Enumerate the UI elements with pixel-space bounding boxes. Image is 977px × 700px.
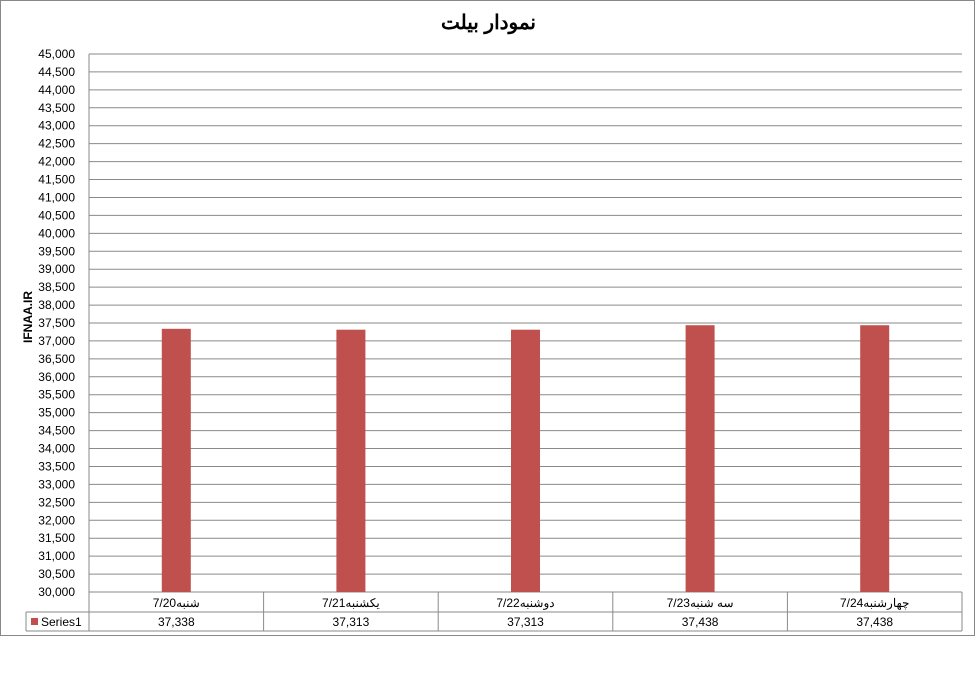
bar — [860, 325, 890, 592]
data-label: 37,438 — [856, 615, 893, 629]
data-label: 37,338 — [158, 615, 195, 629]
y-tick-label: 33,000 — [38, 477, 75, 491]
y-tick-label: 42,500 — [38, 137, 75, 151]
y-tick-label: 38,500 — [38, 280, 75, 294]
y-tick-label: 38,000 — [38, 298, 75, 312]
chart-title: نمودار بیلت — [441, 12, 536, 34]
x-tick-label: 7/23سه شنبه — [667, 596, 734, 610]
y-tick-label: 44,000 — [38, 83, 75, 97]
y-tick-label: 39,500 — [38, 244, 75, 258]
y-tick-label: 40,000 — [38, 226, 75, 240]
y-tick-label: 30,000 — [38, 585, 75, 599]
y-tick-label: 34,500 — [38, 424, 75, 438]
x-tick-label: 7/22دوشنبه — [496, 596, 554, 610]
data-label: 37,438 — [682, 615, 719, 629]
y-tick-label: 42,000 — [38, 155, 75, 169]
y-tick-label: 37,000 — [38, 334, 75, 348]
y-tick-label: 36,500 — [38, 352, 75, 366]
x-tick-label: 7/24چهارشنبه — [840, 596, 910, 610]
y-tick-label: 36,000 — [38, 370, 75, 384]
chart-frame — [0, 0, 975, 636]
data-label: 37,313 — [507, 615, 544, 629]
y-tick-label: 33,500 — [38, 459, 75, 473]
data-label: 37,313 — [333, 615, 370, 629]
y-tick-label: 39,000 — [38, 262, 75, 276]
bar — [511, 329, 540, 592]
y-tick-label: 35,000 — [38, 406, 75, 420]
y-tick-label: 41,000 — [38, 190, 75, 204]
bar — [685, 325, 715, 592]
y-tick-label: 43,000 — [38, 119, 75, 133]
bar — [161, 328, 191, 592]
x-tick-label: 7/20شنبه — [153, 596, 200, 610]
y-tick-label: 31,000 — [38, 549, 75, 563]
y-tick-label: 32,000 — [38, 513, 75, 527]
y-tick-label: 43,500 — [38, 101, 75, 115]
y-tick-label: 35,500 — [38, 388, 75, 402]
y-tick-label: 40,500 — [38, 208, 75, 222]
y-tick-label: 34,000 — [38, 442, 75, 456]
legend-label: Series1 — [41, 615, 82, 629]
y-tick-label: 45,000 — [38, 47, 75, 61]
legend-swatch — [31, 618, 38, 625]
y-tick-label: 32,500 — [38, 495, 75, 509]
y-tick-label: 41,500 — [38, 173, 75, 187]
y-tick-label: 37,500 — [38, 316, 75, 330]
bar — [336, 329, 366, 592]
y-tick-label: 44,500 — [38, 65, 75, 79]
y-tick-label: 30,500 — [38, 567, 75, 581]
x-tick-label: 7/21یکشنبه — [322, 596, 380, 610]
y-tick-label: 31,500 — [38, 531, 75, 545]
